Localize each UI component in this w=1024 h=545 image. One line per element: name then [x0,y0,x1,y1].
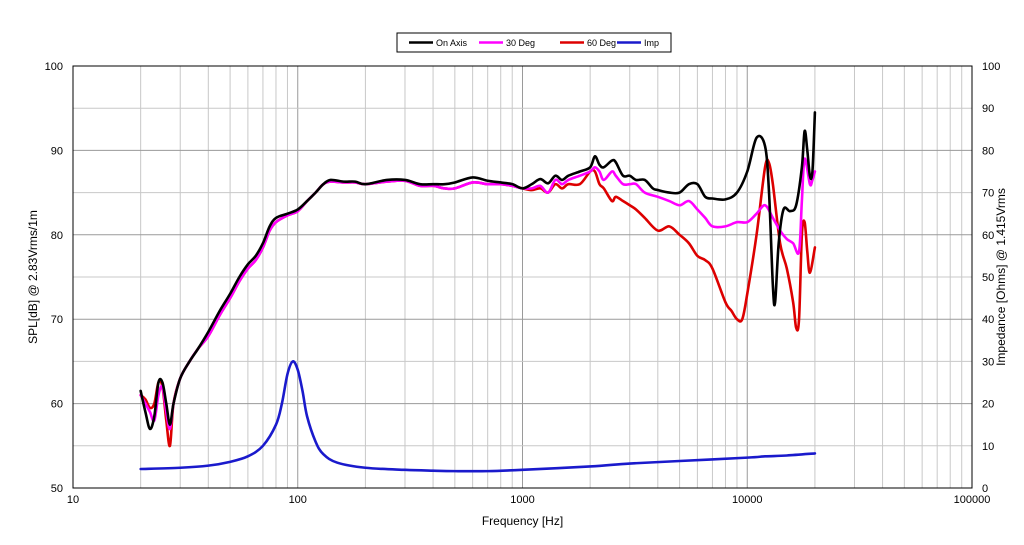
y2-tick-label: 90 [982,103,994,115]
y-tick-label: 90 [51,145,63,157]
y-tick-label: 80 [51,230,63,242]
tick-labels: 10 100 1000 10000 10000050607080901000102030… [45,61,1001,506]
y-tick-label: 100 [45,61,63,73]
y2-tick-label: 100 [982,61,1000,73]
y2-tick-label: 70 [982,188,994,200]
plot-frame [72,65,973,489]
series-line-on-axis [139,111,817,431]
legend-label-imp: Imp [644,38,659,48]
series-line-imp [139,360,817,473]
y2-tick-label: 80 [982,145,994,157]
legend-label-on-axis: On Axis [436,38,468,48]
legend-label-60-deg: 60 Deg [587,38,616,48]
series-layer [139,111,817,473]
y-tick-label: 70 [51,314,63,326]
x-tick-label: 10000 [732,494,763,506]
y2-axis-title: Impedance [Ohms] @ 1.415Vrms [994,188,1008,366]
x-tick-label: 1000 [510,494,534,506]
y2-tick-label: 60 [982,230,994,242]
y-tick-label: 60 [51,399,63,411]
y2-tick-label: 20 [982,399,994,411]
x-tick-label: 100000 [954,494,991,506]
y2-tick-label: 50 [982,272,994,284]
legend-label-30-deg: 30 Deg [506,38,535,48]
y2-tick-label: 30 [982,356,994,368]
y2-tick-label: 40 [982,314,994,326]
y2-tick-label: 0 [982,483,988,495]
y-axis-title: SPL[dB] @ 2.83Vrms/1m [26,210,40,344]
x-axis-title: Frequency [Hz] [482,514,563,528]
x-tick-label: 10 [67,494,79,506]
legend: On Axis 30 Deg 60 Deg Imp [396,32,672,53]
legend-box [396,32,672,53]
x-tick-label: 100 [289,494,307,506]
y-tick-label: 50 [51,483,63,495]
y2-tick-label: 10 [982,441,994,453]
legend-items: On Axis 30 Deg 60 Deg Imp [409,38,659,48]
